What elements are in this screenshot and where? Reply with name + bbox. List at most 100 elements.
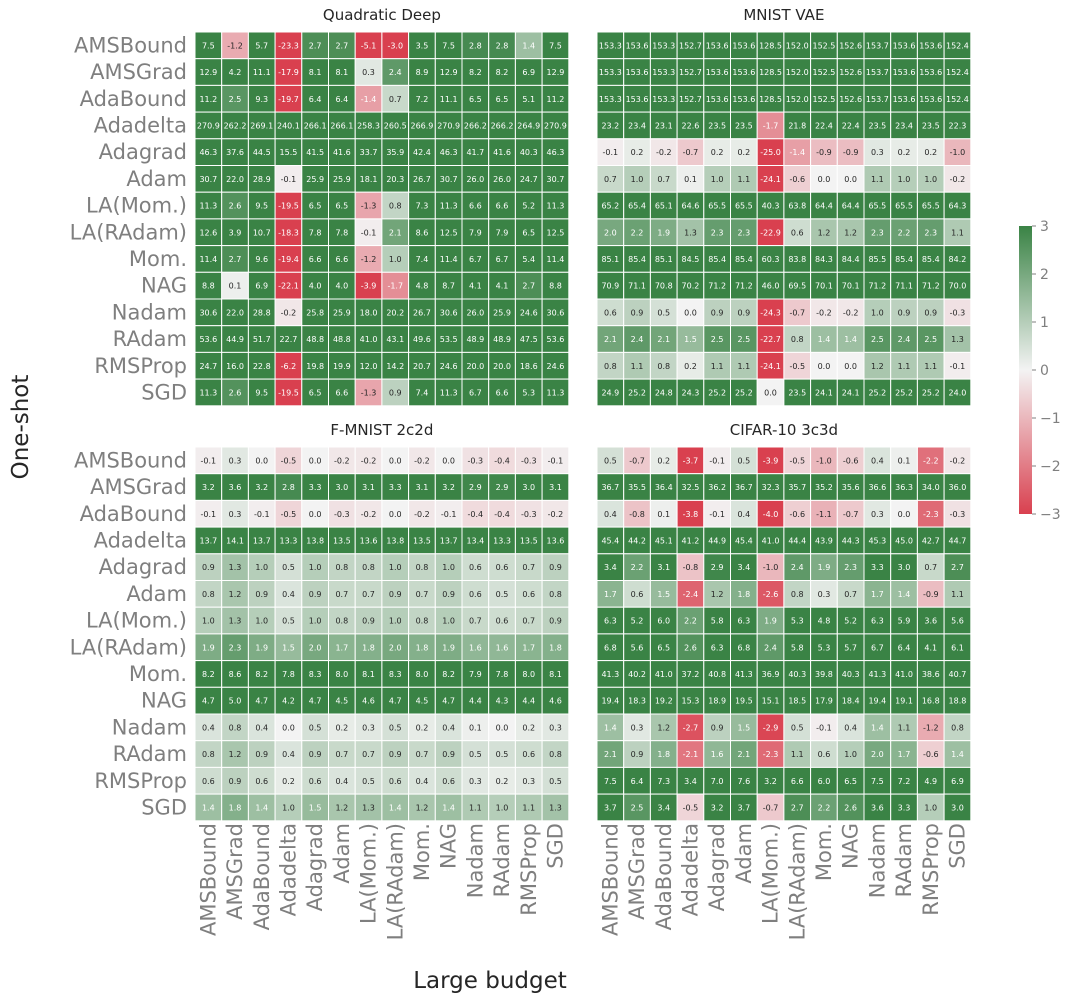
cell-value-label: 14.2 bbox=[386, 362, 404, 371]
heatmap-cell bbox=[247, 713, 276, 742]
cell-value-label: 2.5 bbox=[229, 95, 242, 104]
cell-value-label: 23.1 bbox=[655, 121, 673, 130]
cell-value-label: 42.4 bbox=[413, 148, 431, 157]
heatmap-cell bbox=[247, 165, 276, 193]
cell-value-label: 2.8 bbox=[496, 41, 509, 50]
cell-value-label: 0.1 bbox=[898, 456, 911, 465]
heatmap-cell bbox=[541, 351, 570, 380]
cell-value-label: 1.0 bbox=[309, 563, 322, 572]
cell-value-label: -1.1 bbox=[816, 510, 832, 519]
cell-value-label: 153.3 bbox=[599, 41, 622, 50]
cell-value-label: 11.4 bbox=[547, 255, 565, 264]
cell-value-label: 0.7 bbox=[362, 590, 375, 599]
cell-value-label: 13.6 bbox=[547, 536, 565, 545]
cell-value-label: 153.6 bbox=[626, 95, 649, 104]
cell-value-label: 6.7 bbox=[871, 643, 884, 652]
cell-value-label: 46.3 bbox=[547, 148, 565, 157]
heatmap-cell bbox=[381, 111, 410, 140]
cell-value-label: -0.1 bbox=[441, 510, 457, 519]
cell-value-label: 49.6 bbox=[413, 335, 431, 344]
cell-value-label: 17.9 bbox=[815, 697, 833, 706]
heatmap-cell bbox=[810, 473, 838, 501]
heatmap-cell bbox=[703, 218, 731, 247]
heatmap-cell bbox=[434, 31, 463, 60]
cell-value-label: -0.2 bbox=[548, 510, 564, 519]
heatmap-cell bbox=[676, 271, 705, 300]
cell-value-label: 25.8 bbox=[306, 308, 324, 317]
heatmap-cell bbox=[596, 633, 625, 662]
heatmap-cell bbox=[649, 660, 678, 688]
cell-value-label: 84.3 bbox=[815, 255, 833, 264]
cell-value-label: 0.5 bbox=[496, 590, 509, 599]
cell-value-label: 0.0 bbox=[389, 456, 402, 465]
cell-value-label: 26.0 bbox=[493, 175, 511, 184]
cell-value-label: -0.9 bbox=[816, 148, 832, 157]
cell-value-label: 3.0 bbox=[951, 803, 964, 812]
cell-value-label: 45.4 bbox=[735, 536, 753, 545]
heatmap-cell bbox=[194, 84, 223, 113]
cell-value-label: 6.9 bbox=[255, 282, 268, 291]
heatmap-cell bbox=[756, 245, 785, 273]
cell-value-label: 266.2 bbox=[464, 121, 487, 130]
cell-value-label: 0.9 bbox=[549, 617, 562, 626]
column-label: NAG bbox=[437, 823, 461, 869]
cell-value-label: 1.4 bbox=[604, 723, 617, 732]
heatmap-cell bbox=[514, 111, 543, 140]
heatmap-cell bbox=[408, 473, 436, 501]
cell-value-label: 3.3 bbox=[871, 563, 884, 572]
heatmap-cell bbox=[623, 245, 651, 273]
cell-value-label: 45.1 bbox=[655, 536, 673, 545]
heatmap-cell bbox=[488, 766, 516, 795]
row-label: SGD bbox=[141, 795, 187, 819]
cell-value-label: 0.4 bbox=[282, 750, 295, 759]
cell-value-label: 18.3 bbox=[628, 697, 646, 706]
cell-value-label: 4.8 bbox=[818, 617, 831, 626]
cell-value-label: 152.7 bbox=[679, 95, 702, 104]
cell-value-label: 1.9 bbox=[255, 643, 268, 652]
cell-value-label: 36.7 bbox=[735, 483, 753, 492]
colorbar-gradient bbox=[1019, 226, 1032, 514]
cell-value-label: 12.6 bbox=[199, 228, 217, 237]
cell-value-label: -1.4 bbox=[789, 148, 805, 157]
cell-value-label: 24.1 bbox=[842, 388, 860, 397]
cell-value-label: 0.3 bbox=[362, 723, 375, 732]
cell-value-label: -0.3 bbox=[950, 510, 966, 519]
cell-value-label: 24.7 bbox=[199, 362, 217, 371]
cell-value-label: 1.1 bbox=[924, 362, 937, 371]
cell-value-label: -0.1 bbox=[361, 228, 377, 237]
heatmap-cell bbox=[488, 325, 516, 353]
cell-value-label: 24.1 bbox=[815, 388, 833, 397]
cell-value-label: 0.8 bbox=[549, 590, 562, 599]
heatmap-cell bbox=[541, 191, 570, 220]
cell-value-label: 0.0 bbox=[309, 510, 322, 519]
cell-value-label: -3.9 bbox=[361, 282, 377, 291]
cell-value-label: 7.5 bbox=[549, 41, 562, 50]
cell-value-label: -0.5 bbox=[683, 803, 699, 812]
cell-value-label: 1.4 bbox=[442, 803, 455, 812]
cell-value-label: 5.0 bbox=[229, 697, 242, 706]
cell-value-label: 0.0 bbox=[764, 388, 777, 397]
cell-value-label: 6.4 bbox=[309, 95, 322, 104]
heatmap-cell bbox=[461, 378, 490, 407]
cell-value-label: 3.2 bbox=[202, 483, 215, 492]
heatmap-cell bbox=[541, 499, 570, 528]
column-label: Adadelta bbox=[276, 823, 300, 916]
cell-value-label: 5.7 bbox=[844, 643, 857, 652]
cell-value-label: 260.5 bbox=[384, 121, 407, 130]
cell-value-label: 128.5 bbox=[759, 95, 782, 104]
column-label: Nadam bbox=[463, 823, 487, 898]
heatmap-cell bbox=[916, 325, 945, 353]
heatmap-cell bbox=[221, 633, 249, 662]
heatmap-cell bbox=[541, 218, 570, 247]
heatmap-cell bbox=[783, 766, 812, 795]
x-axis-title: Large budget bbox=[413, 968, 567, 994]
heatmap-cell bbox=[890, 165, 918, 193]
cell-value-label: 153.6 bbox=[919, 41, 942, 50]
cell-value-label: 266.1 bbox=[304, 121, 327, 130]
heatmap-cell bbox=[863, 271, 892, 300]
cell-value-label: 0.0 bbox=[898, 510, 911, 519]
cell-value-label: 270.9 bbox=[544, 121, 567, 130]
cell-value-label: 7.3 bbox=[657, 777, 670, 786]
cell-value-label: 65.1 bbox=[655, 202, 673, 211]
cell-value-label: 0.3 bbox=[871, 510, 884, 519]
